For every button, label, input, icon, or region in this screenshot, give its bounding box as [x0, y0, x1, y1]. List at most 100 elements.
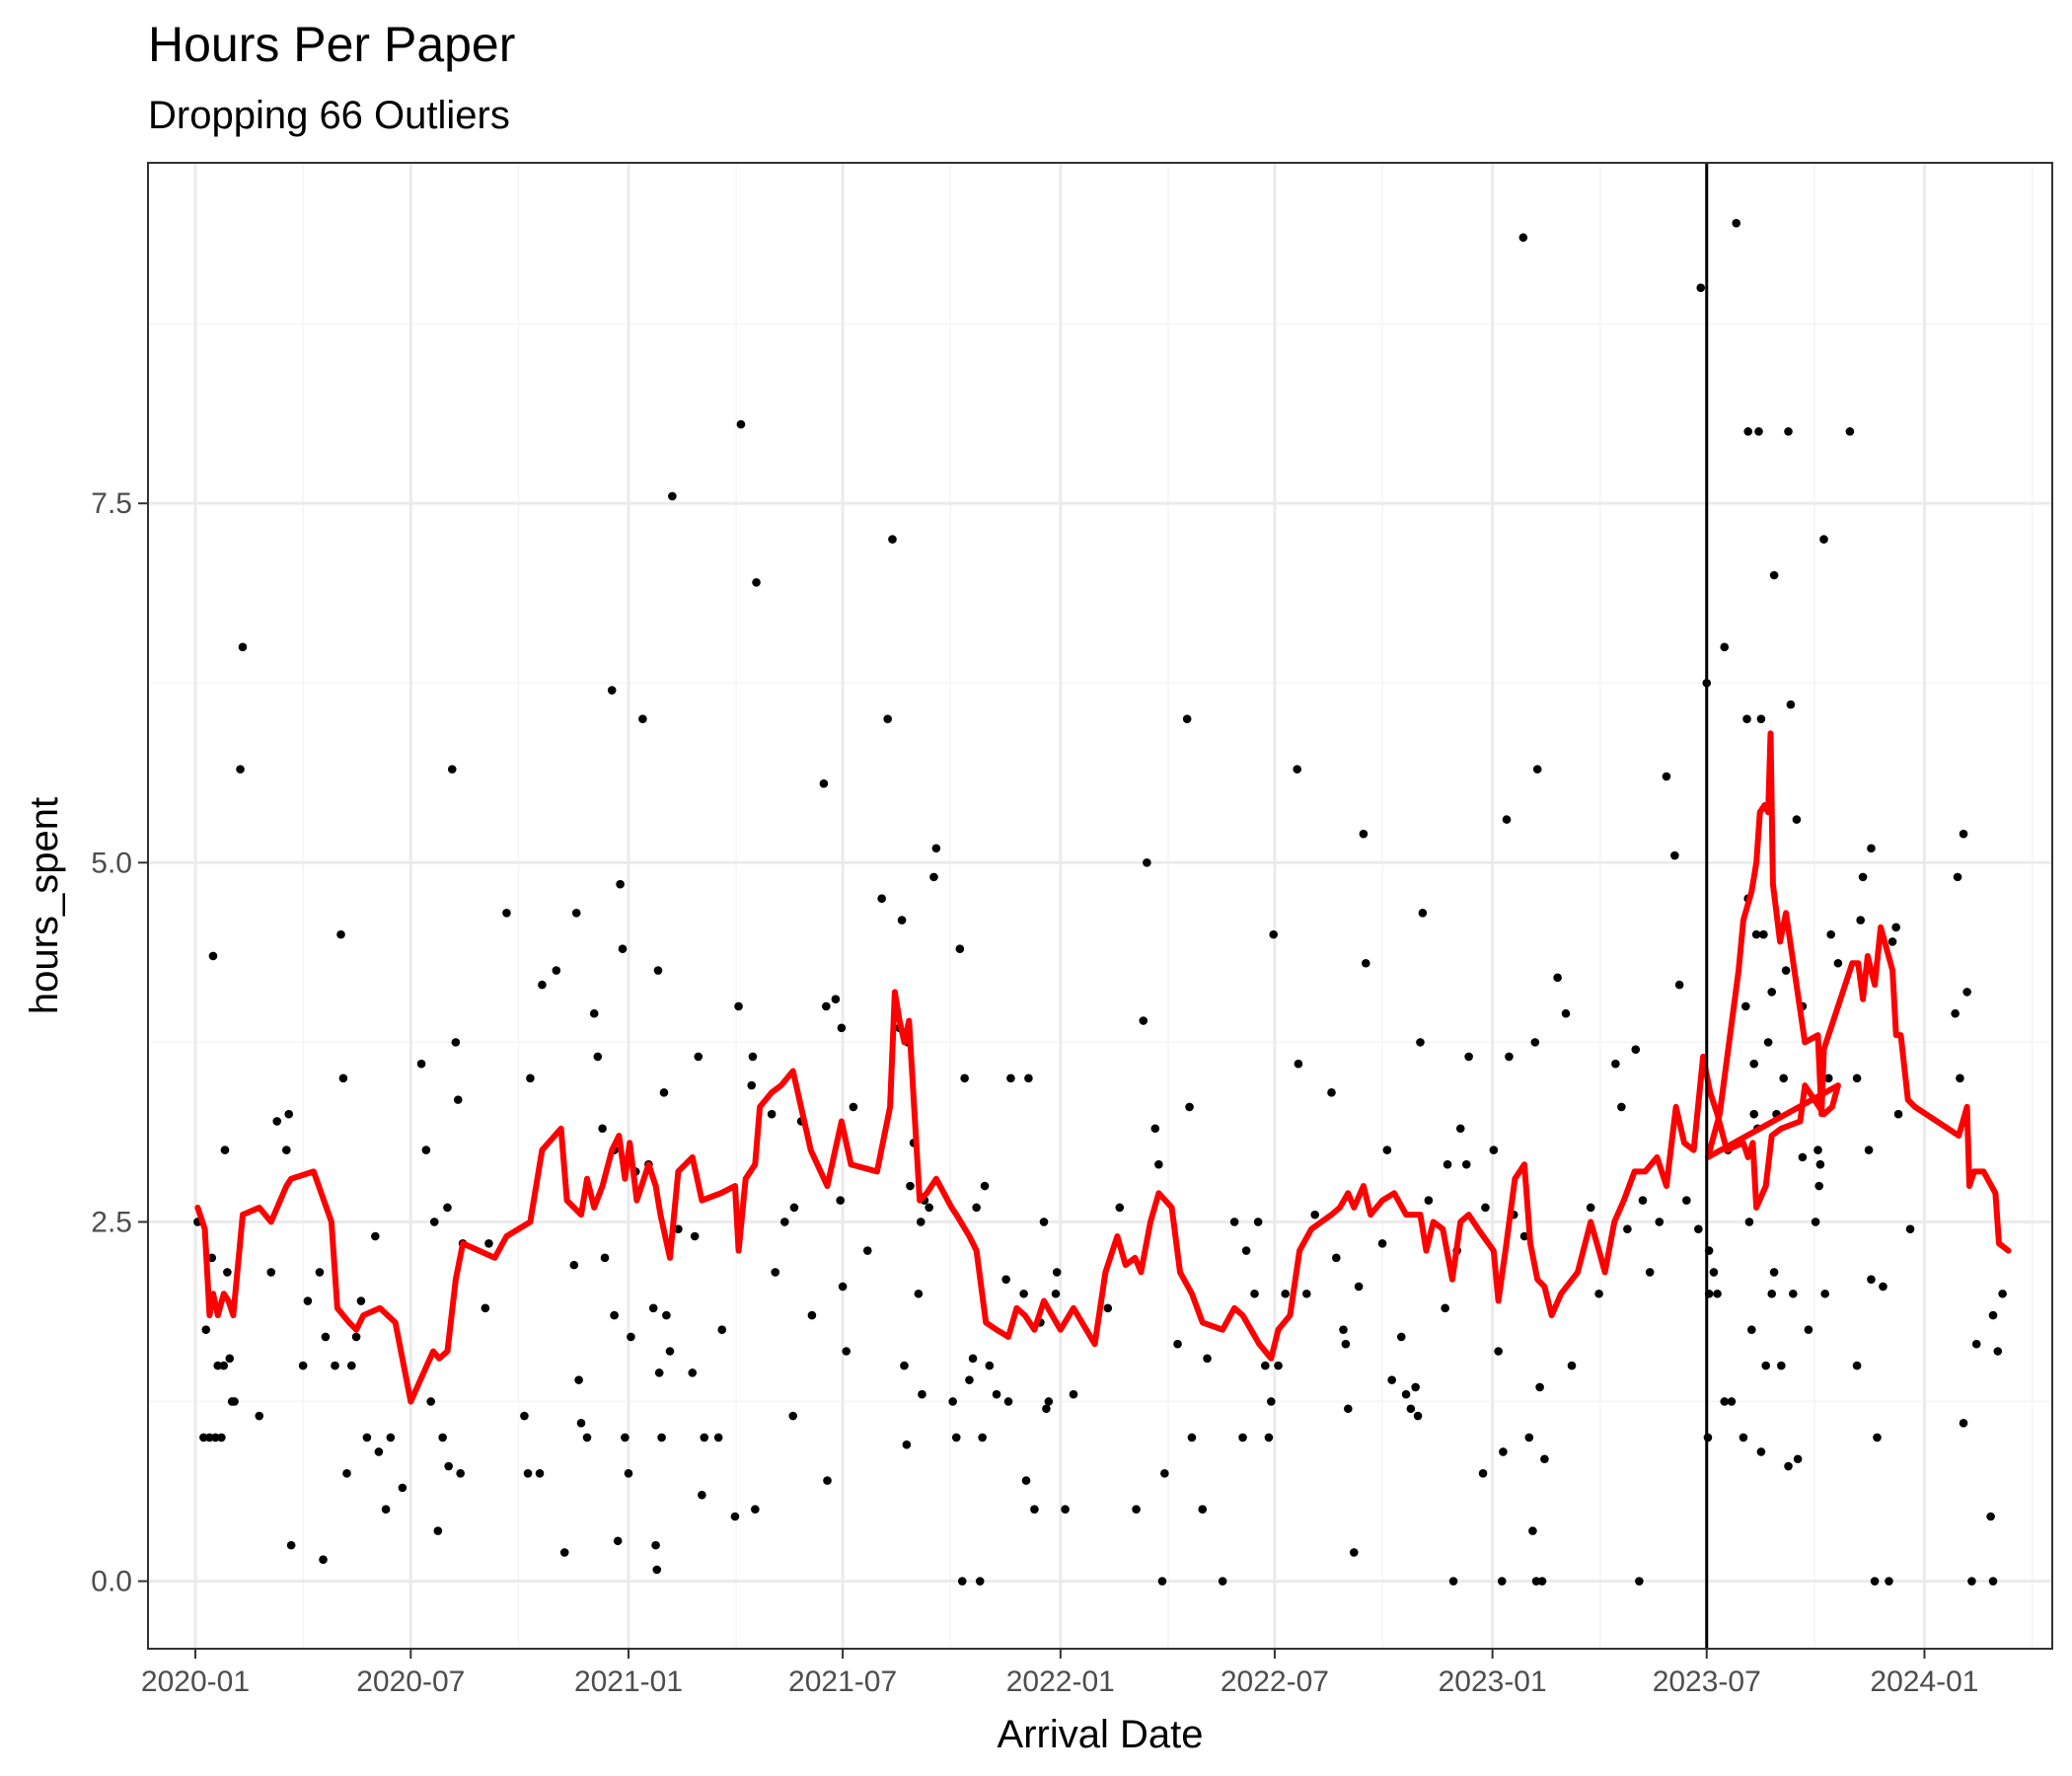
data-point — [877, 894, 886, 904]
data-point — [381, 1505, 391, 1515]
data-point — [975, 1577, 985, 1586]
data-point — [897, 916, 907, 925]
data-point — [1250, 1289, 1259, 1298]
data-point — [638, 714, 647, 723]
data-point — [916, 1218, 925, 1226]
data-point — [1187, 1433, 1197, 1443]
y-tick-label: 2.5 — [91, 1206, 132, 1238]
data-point — [807, 1310, 817, 1320]
data-point — [1798, 1152, 1808, 1162]
data-point — [751, 1505, 760, 1515]
data-point — [1203, 1354, 1212, 1364]
data-point — [771, 1268, 780, 1277]
data-point — [1505, 1052, 1514, 1062]
data-point — [1411, 1382, 1420, 1392]
data-point — [1154, 1159, 1163, 1169]
data-point — [1867, 1275, 1876, 1284]
data-point — [207, 1253, 217, 1263]
data-point — [1218, 1577, 1227, 1586]
data-point — [957, 1577, 967, 1586]
data-point — [1327, 1088, 1336, 1097]
data-point — [315, 1268, 325, 1277]
data-point — [823, 1476, 832, 1485]
x-tick-label: 2021-01 — [574, 1665, 683, 1698]
data-point — [1751, 929, 1761, 939]
data-point — [1815, 1159, 1825, 1169]
data-point — [1852, 1361, 1862, 1370]
data-point — [1674, 980, 1684, 990]
data-point — [618, 944, 628, 953]
data-point — [1139, 1016, 1148, 1025]
data-point — [1024, 1073, 1033, 1083]
y-tick-label: 5.0 — [91, 847, 132, 879]
data-point — [1720, 642, 1730, 652]
data-point — [286, 1540, 296, 1550]
data-point — [627, 1332, 635, 1342]
data-point — [201, 1325, 211, 1334]
data-point — [1696, 283, 1706, 293]
data-point — [1281, 1289, 1291, 1298]
data-point — [1264, 1433, 1274, 1443]
data-point — [1986, 1512, 1995, 1521]
data-point — [767, 1109, 777, 1119]
x-axis: 2020-01 2020-07 2021-01 2021-07 2022-01 2022-… — [141, 1649, 1979, 1698]
data-point — [1461, 1159, 1471, 1169]
data-point — [351, 1332, 361, 1342]
data-point — [1396, 1332, 1406, 1342]
data-point — [1611, 1059, 1620, 1069]
data-point — [1856, 916, 1865, 925]
data-point — [1756, 714, 1766, 723]
data-point — [1441, 1303, 1449, 1313]
x-tick-label: 2022-07 — [1221, 1665, 1329, 1698]
data-point — [842, 1347, 851, 1356]
data-point — [985, 1361, 995, 1370]
data-point — [653, 966, 663, 975]
data-point — [347, 1361, 356, 1370]
data-point — [1354, 1282, 1364, 1292]
data-point — [1864, 1146, 1874, 1154]
data-point — [219, 1361, 229, 1370]
data-point — [598, 1124, 607, 1134]
chart-subtitle: Dropping 66 Outliers — [148, 94, 510, 137]
data-point — [1518, 233, 1528, 243]
data-point — [1157, 1577, 1167, 1586]
x-tick-label: 2023-07 — [1653, 1665, 1761, 1698]
data-point — [960, 1073, 969, 1083]
data-point — [980, 1181, 990, 1191]
data-point — [1535, 1382, 1544, 1392]
data-point — [1826, 929, 1835, 939]
data-point — [1006, 1073, 1015, 1083]
data-point — [1694, 1224, 1703, 1234]
data-point — [1749, 1059, 1759, 1069]
data-point — [238, 642, 248, 652]
data-point — [593, 1052, 603, 1062]
data-point — [255, 1411, 264, 1421]
data-point — [906, 1181, 915, 1191]
data-point — [1387, 1375, 1396, 1384]
data-point — [931, 844, 941, 853]
data-point — [1670, 851, 1679, 860]
data-point — [1645, 1268, 1655, 1277]
data-point — [282, 1146, 291, 1154]
data-point — [1720, 1397, 1730, 1406]
data-point — [1042, 1404, 1051, 1414]
data-point — [1804, 1325, 1813, 1334]
data-point — [1823, 1073, 1833, 1083]
data-point — [900, 1361, 909, 1370]
plot-panel — [147, 162, 2053, 1650]
data-point — [1537, 1577, 1547, 1586]
data-point — [992, 1389, 1001, 1399]
data-point — [1499, 1447, 1508, 1456]
data-point — [1413, 1411, 1423, 1421]
data-point — [1044, 1397, 1054, 1406]
data-point — [607, 686, 617, 695]
data-point — [717, 1325, 727, 1334]
data-point — [965, 1375, 974, 1384]
data-point — [1310, 1210, 1320, 1220]
data-point — [730, 1512, 740, 1521]
data-point — [444, 1461, 453, 1471]
data-point — [1786, 700, 1796, 709]
data-point — [1269, 929, 1279, 939]
data-point — [456, 1469, 465, 1478]
